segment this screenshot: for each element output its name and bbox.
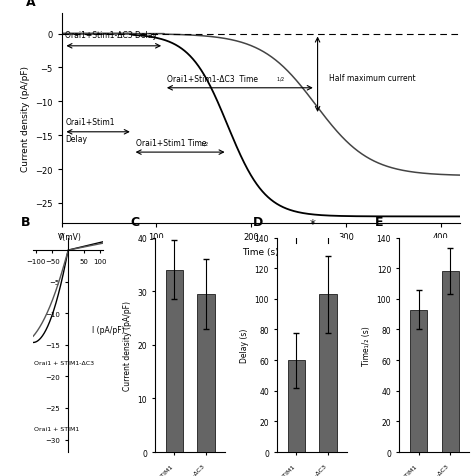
Text: Orai1 + STIM1-ΔC3: Orai1 + STIM1-ΔC3 <box>34 360 94 365</box>
Y-axis label: Time₁/₂ (s): Time₁/₂ (s) <box>362 325 371 365</box>
Text: Orai1+STIM1: Orai1+STIM1 <box>142 463 174 476</box>
Text: Half maximum current: Half maximum current <box>329 74 416 83</box>
Text: V(mV): V(mV) <box>58 232 82 241</box>
Text: Orai1+STIM1-ΔC3: Orai1+STIM1-ΔC3 <box>163 463 206 476</box>
Text: $_{1/2}$: $_{1/2}$ <box>200 139 210 148</box>
Text: Orai1+Stim1 Time: Orai1+Stim1 Time <box>136 139 206 148</box>
Text: Orai1+STIM1-ΔC3: Orai1+STIM1-ΔC3 <box>407 463 450 476</box>
Text: Orai1+Stim1-ΔC3  Time: Orai1+Stim1-ΔC3 Time <box>167 75 258 84</box>
Text: $_{1/2}$: $_{1/2}$ <box>276 75 285 84</box>
Text: Orai1+Stim1-ΔC3 Delay: Orai1+Stim1-ΔC3 Delay <box>65 31 157 40</box>
Bar <box>319 295 337 452</box>
Text: Orai1 + STIM1: Orai1 + STIM1 <box>34 426 79 431</box>
Y-axis label: Current density (pA/pF): Current density (pA/pF) <box>123 300 132 390</box>
Text: I (pA/pF): I (pA/pF) <box>92 326 125 335</box>
Bar <box>441 272 459 452</box>
Text: Orai1+STIM1: Orai1+STIM1 <box>264 463 296 476</box>
Y-axis label: Current density (pA/pF): Current density (pA/pF) <box>20 66 29 172</box>
Text: D: D <box>253 215 263 228</box>
Text: Delay: Delay <box>65 134 87 143</box>
Text: A: A <box>26 0 36 9</box>
Text: Orai1+Stim1: Orai1+Stim1 <box>65 118 115 127</box>
Text: *: * <box>310 218 315 231</box>
X-axis label: Time (s): Time (s) <box>242 247 279 256</box>
Bar <box>197 294 215 452</box>
Bar <box>165 270 183 452</box>
Bar <box>410 310 427 452</box>
Text: Orai1+STIM1: Orai1+STIM1 <box>386 463 419 476</box>
Text: B: B <box>21 215 30 228</box>
Bar <box>288 360 305 452</box>
Text: C: C <box>131 215 140 228</box>
Text: Orai1+STIM1-ΔC3: Orai1+STIM1-ΔC3 <box>285 463 328 476</box>
Text: E: E <box>375 215 383 228</box>
Y-axis label: Delay (s): Delay (s) <box>240 328 249 362</box>
